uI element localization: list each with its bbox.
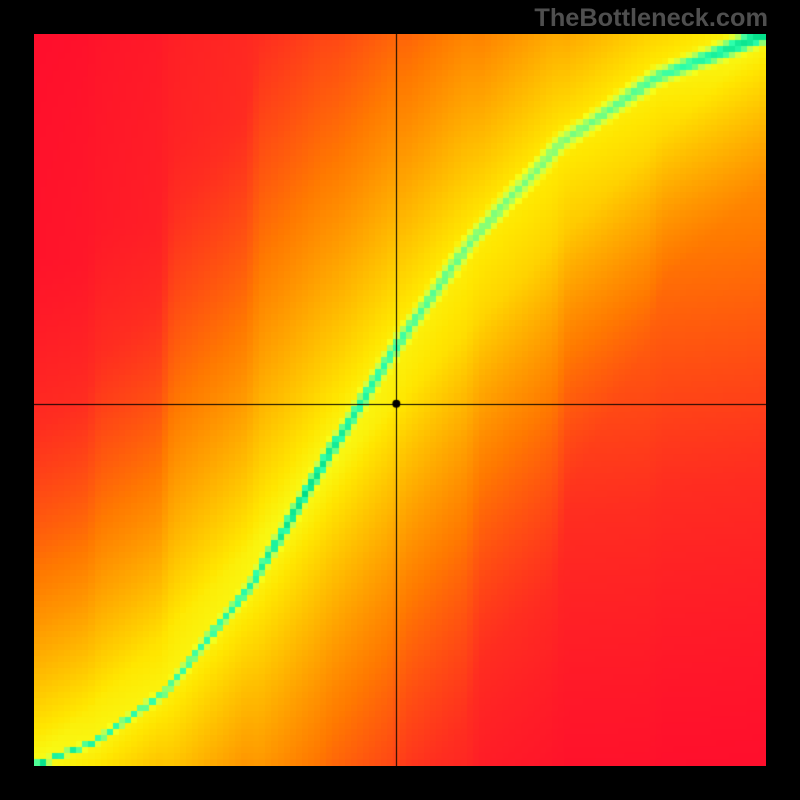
- bottleneck-heatmap: [34, 34, 766, 766]
- chart-container: TheBottleneck.com: [0, 0, 800, 800]
- watermark-text: TheBottleneck.com: [534, 4, 768, 33]
